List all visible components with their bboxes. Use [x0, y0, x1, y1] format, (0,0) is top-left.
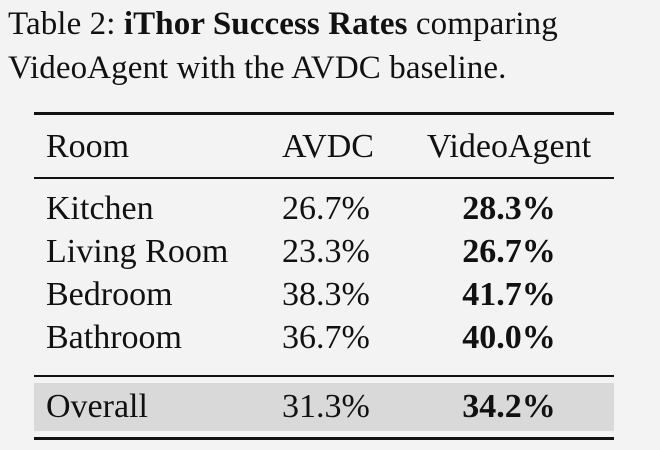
overall-avdc: 31.3%: [282, 388, 370, 425]
overall-highlight: [34, 383, 614, 431]
top-rule: [34, 112, 614, 115]
header-rule: [34, 177, 614, 179]
videoagent-cell: 28.3%: [462, 190, 556, 227]
videoagent-cell: 26.7%: [462, 233, 556, 270]
header-videoagent: VideoAgent: [426, 128, 592, 165]
room-cell: Bedroom: [46, 276, 173, 313]
caption-suffix: comparing VideoAgent with the AVDC basel…: [8, 6, 558, 86]
results-table: Room AVDC VideoAgent Kitchen 26.7% 28.3%…: [34, 112, 614, 442]
avdc-cell: 36.7%: [282, 319, 370, 356]
caption-prefix: Table 2:: [8, 6, 124, 42]
overall-rule: [34, 375, 614, 377]
table-row: Living Room 23.3% 26.7%: [34, 231, 614, 273]
room-cell: Bathroom: [46, 319, 182, 356]
room-cell: Living Room: [46, 233, 229, 270]
avdc-cell: 38.3%: [282, 276, 370, 313]
overall-row: Overall 31.3% 34.2%: [34, 386, 614, 428]
header-avdc: AVDC: [282, 128, 374, 165]
avdc-cell: 23.3%: [282, 233, 370, 270]
header-room: Room: [46, 128, 130, 165]
videoagent-cell: 41.7%: [462, 276, 556, 313]
bottom-rule: [34, 437, 614, 440]
overall-label: Overall: [46, 388, 148, 425]
table-row: Bathroom 36.7% 40.0%: [34, 317, 614, 359]
avdc-cell: 26.7%: [282, 190, 370, 227]
overall-videoagent: 34.2%: [462, 388, 556, 425]
table-caption: Table 2: iThor Success Rates comparing V…: [8, 2, 658, 90]
videoagent-cell: 40.0%: [462, 319, 556, 356]
table-row: Kitchen 26.7% 28.3%: [34, 188, 614, 230]
room-cell: Kitchen: [46, 190, 154, 227]
table-row: Bedroom 38.3% 41.7%: [34, 274, 614, 316]
caption-title: iThor Success Rates: [123, 6, 408, 42]
header-row: Room AVDC VideoAgent: [34, 126, 614, 168]
